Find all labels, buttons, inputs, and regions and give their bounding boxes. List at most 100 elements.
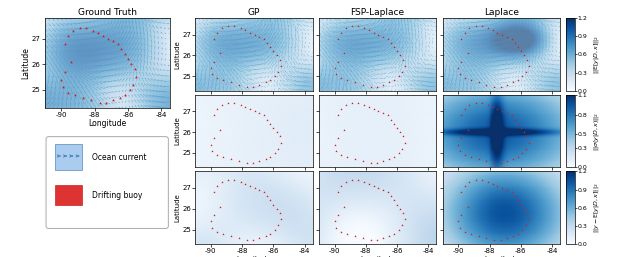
Point [262, 117, 272, 122]
Point [456, 190, 467, 194]
Point [95, 101, 105, 105]
Point [265, 155, 275, 159]
Point [373, 186, 383, 190]
Point [358, 82, 368, 87]
Point [395, 207, 405, 211]
Point [369, 107, 379, 111]
Point [333, 190, 343, 194]
Point [365, 238, 376, 242]
Point [268, 203, 278, 207]
Point [68, 29, 78, 33]
Text: Drifting buoy: Drifting buoy [92, 191, 143, 200]
Point [245, 107, 255, 111]
Point [218, 78, 228, 82]
Point [273, 70, 284, 74]
Point [513, 45, 523, 49]
Point [78, 96, 88, 100]
Point [389, 198, 399, 203]
Point [392, 126, 403, 130]
Point [93, 31, 103, 35]
Point [460, 107, 470, 111]
Point [260, 234, 271, 238]
Point [456, 37, 467, 41]
Point [524, 64, 534, 68]
Point [271, 53, 282, 58]
Point [218, 232, 228, 236]
Y-axis label: Latitude: Latitude [175, 117, 180, 145]
Point [339, 128, 349, 132]
Point [456, 136, 467, 140]
Y-axis label: $||\mathrm{E}[y|D,x]||_2$: $||\mathrm{E}[y|D,x]||_2$ [591, 35, 600, 74]
Point [384, 234, 394, 238]
Point [463, 51, 473, 56]
Point [383, 190, 393, 194]
Point [464, 103, 474, 107]
Point [209, 190, 219, 194]
Point [364, 29, 374, 33]
Point [131, 75, 141, 79]
Point [519, 53, 529, 58]
Point [389, 78, 399, 82]
Point [489, 161, 499, 165]
Point [88, 29, 98, 33]
Point [383, 37, 393, 41]
Point [466, 155, 476, 159]
Point [400, 64, 410, 68]
Point [336, 153, 346, 157]
Point [373, 33, 383, 37]
Point [488, 29, 498, 33]
Point [506, 190, 516, 194]
Point [123, 57, 133, 61]
Point [248, 161, 258, 165]
Point [358, 159, 368, 163]
Point [400, 141, 410, 145]
Point [364, 182, 374, 186]
Point [259, 190, 269, 194]
Point [226, 157, 236, 161]
Point [477, 101, 487, 105]
Point [259, 113, 269, 117]
Point [453, 143, 463, 147]
Point [212, 230, 222, 234]
Point [336, 76, 346, 80]
Point [464, 26, 474, 30]
Point [273, 147, 284, 151]
Point [271, 207, 282, 211]
Point [522, 58, 532, 62]
Point [394, 74, 404, 78]
Point [56, 78, 67, 82]
Point [378, 159, 388, 163]
Point [236, 26, 246, 30]
Point [240, 29, 250, 33]
Point [75, 26, 85, 30]
Point [81, 26, 92, 30]
Point [273, 223, 284, 227]
Point [342, 155, 352, 159]
Point [265, 198, 275, 203]
Point [463, 128, 473, 132]
Point [517, 74, 527, 78]
Point [340, 103, 351, 107]
Point [372, 161, 382, 165]
Y-axis label: Latitude: Latitude [175, 40, 180, 69]
Point [268, 49, 278, 53]
Point [464, 180, 474, 184]
Point [502, 188, 512, 192]
Point [226, 234, 236, 238]
Point [395, 130, 405, 134]
Point [470, 24, 481, 28]
Point [248, 85, 258, 89]
Point [276, 64, 286, 68]
Point [331, 149, 341, 153]
Point [212, 76, 222, 80]
Point [519, 130, 529, 134]
Point [397, 147, 407, 151]
Point [331, 225, 341, 230]
Point [489, 238, 499, 242]
Text: Ocean current: Ocean current [92, 153, 147, 162]
Point [63, 34, 73, 38]
Point [397, 223, 407, 227]
Point [466, 232, 476, 236]
Point [372, 238, 382, 242]
Point [378, 188, 388, 192]
